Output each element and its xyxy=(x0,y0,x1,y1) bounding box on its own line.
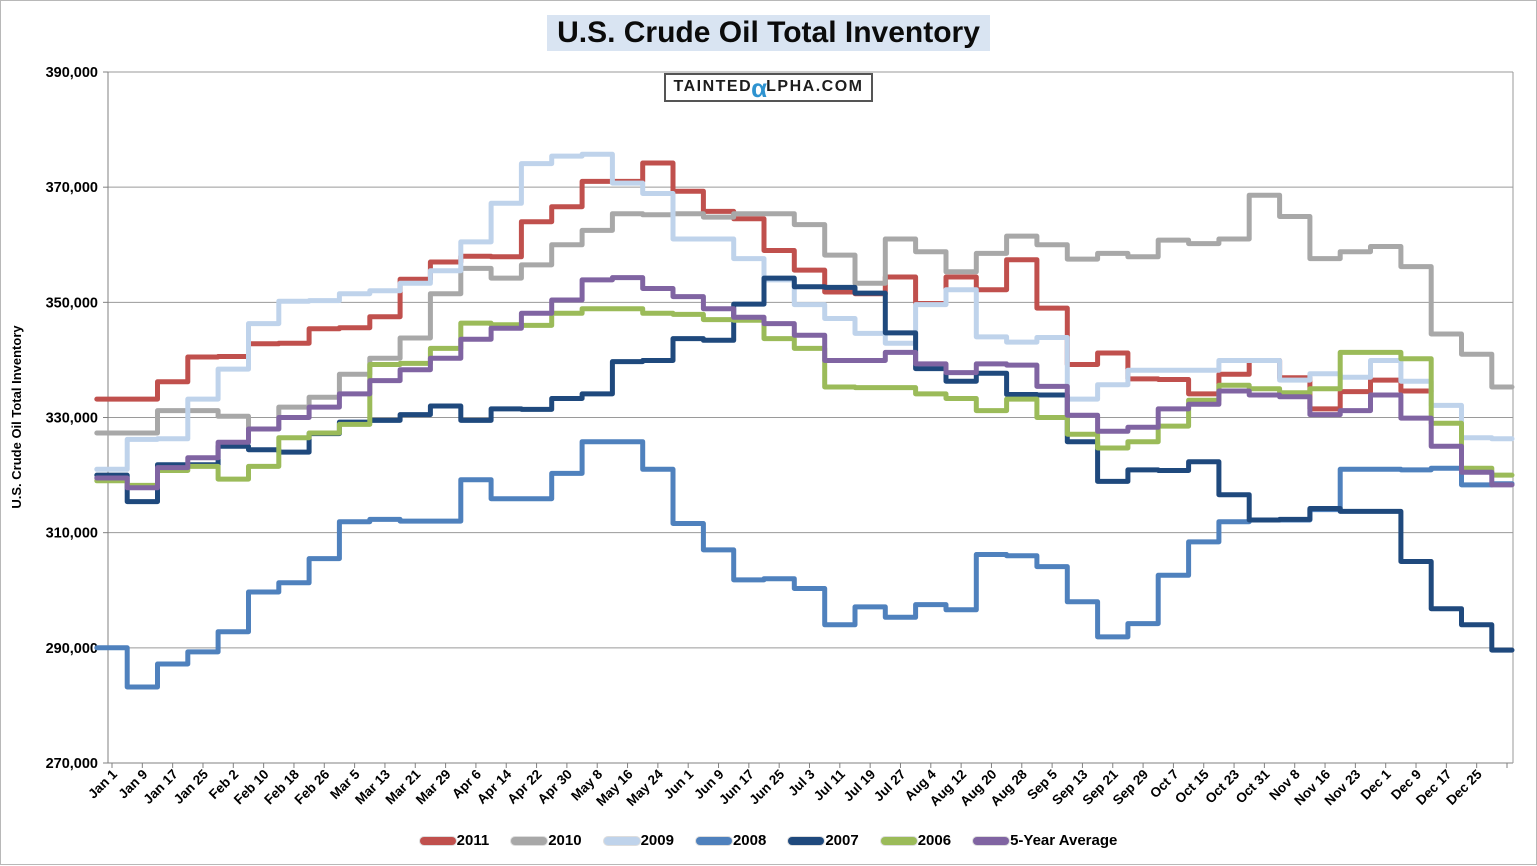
legend-label: 2007 xyxy=(825,832,859,849)
x-axis-label: Jan 25 xyxy=(171,766,212,807)
chart-legend: 2011 2010 2009 2008 2007 2006 5-Year Average xyxy=(1,832,1536,849)
page-title-text: U.S. Crude Oil Total Inventory xyxy=(547,15,990,51)
series-line-2010 xyxy=(94,192,1515,436)
alpha-icon: α xyxy=(751,73,768,103)
series-line-2009 xyxy=(94,151,1515,472)
legend-item-2011: 2011 xyxy=(419,832,490,849)
x-axis-label: Apr 30 xyxy=(535,767,575,807)
legend-swatch-icon xyxy=(880,836,917,845)
series-line-5-year-average xyxy=(94,275,1515,491)
x-axis-label: Jun 1 xyxy=(661,766,697,802)
legend-swatch-icon xyxy=(973,836,1010,845)
x-axis-label: Jul 19 xyxy=(841,767,879,805)
legend-item-2008: 2008 xyxy=(695,832,767,849)
y-axis-label: 290,000 xyxy=(46,641,98,657)
y-axis-label: 350,000 xyxy=(46,295,98,311)
y-axis-label: 370,000 xyxy=(46,180,98,196)
x-axis-label: Dec 1 xyxy=(1358,766,1394,802)
watermark: TAINTEDαLPHA.COM xyxy=(1,73,1536,103)
y-axis-title-text: U.S. Crude Oil Total Inventory xyxy=(9,325,24,509)
watermark-suffix: LPHA.COM xyxy=(766,78,864,95)
legend-item-5-year-average: 5-Year Average xyxy=(973,832,1117,849)
legend-item-2009: 2009 xyxy=(603,832,674,849)
legend-label: 2009 xyxy=(640,832,674,849)
y-axis-label: 310,000 xyxy=(46,526,98,542)
watermark-prefix: TAINTED xyxy=(673,78,753,95)
y-axis-label: 330,000 xyxy=(46,411,98,427)
legend-swatch-icon xyxy=(419,836,456,845)
x-axis-label: Feb 26 xyxy=(292,766,333,807)
legend-swatch-icon xyxy=(695,836,732,845)
page-title: U.S. Crude Oil Total Inventory xyxy=(1,15,1536,51)
x-axis-label: Mar 29 xyxy=(413,767,454,808)
legend-item-2010: 2010 xyxy=(511,832,582,849)
x-axis-label: Jun 25 xyxy=(746,766,787,807)
series-line-2011 xyxy=(94,160,1434,412)
x-axis-label: Oct 31 xyxy=(1233,766,1273,806)
y-axis-label: 270,000 xyxy=(46,756,98,772)
legend-swatch-icon xyxy=(788,836,825,845)
legend-label: 2010 xyxy=(548,832,582,849)
legend-label: 5-Year Average xyxy=(1010,832,1118,849)
watermark-box: TAINTEDαLPHA.COM xyxy=(663,73,874,103)
x-axis-label: Jul 27 xyxy=(871,767,909,805)
series-line-2006 xyxy=(94,306,1515,488)
legend-label: 2006 xyxy=(917,832,952,849)
legend-item-2006: 2006 xyxy=(880,832,952,849)
series-line-2008 xyxy=(94,439,1515,690)
legend-label: 2011 xyxy=(456,832,490,849)
legend-swatch-icon xyxy=(511,836,548,845)
legend-label: 2008 xyxy=(732,832,767,849)
legend-swatch-icon xyxy=(603,836,640,845)
x-axis-label: Jul 11 xyxy=(811,766,848,803)
legend-item-2007: 2007 xyxy=(788,832,859,849)
y-axis-label: 390,000 xyxy=(46,65,98,81)
